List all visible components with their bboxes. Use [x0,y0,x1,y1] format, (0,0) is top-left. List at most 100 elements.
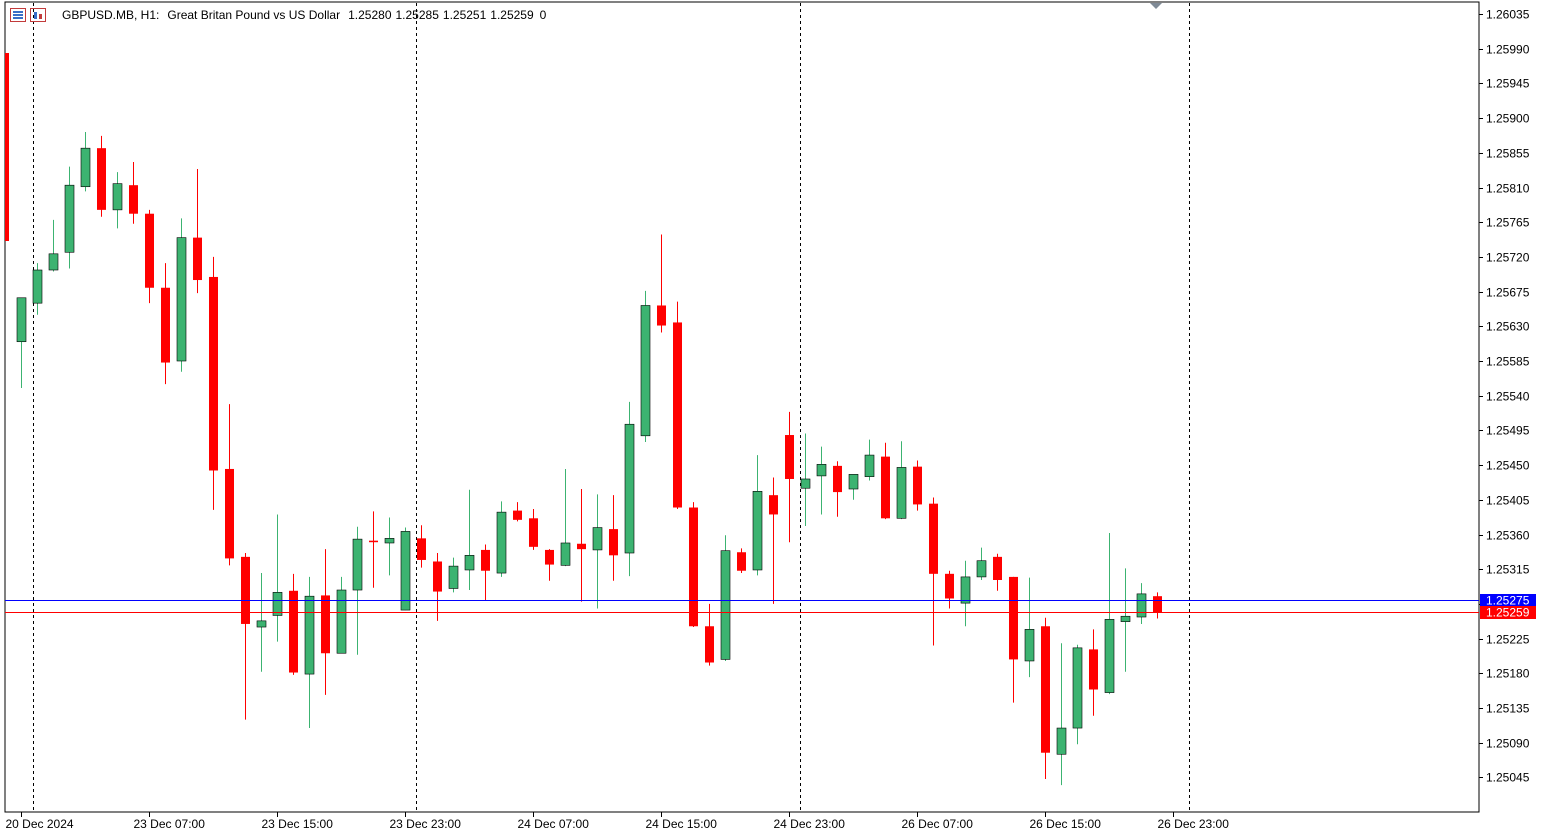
chart-menu-icon[interactable] [10,8,26,22]
price-tick-label: 1.25585 [1486,355,1530,369]
price-tick-label: 1.25855 [1486,147,1530,161]
low-value: 1.25251 [442,8,487,22]
candle-body [785,435,794,479]
bullish-candle [1056,643,1067,786]
high-value: 1.25285 [395,8,439,22]
bullish-candle [256,573,267,672]
candle-body [272,592,283,616]
candle-body [97,148,106,210]
price-tick-label: 1.25135 [1486,702,1530,716]
bullish-candle [384,517,395,576]
candle-body [129,185,138,214]
price-tick-label: 1.25990 [1486,43,1530,57]
bearish-candle [529,509,538,550]
chart-type-icon[interactable] [30,8,46,22]
time-tick-label: 26 Dec 23:00 [1158,817,1230,831]
bearish-candle [433,553,442,621]
candle-body [1136,593,1147,618]
time-axis[interactable]: 20 Dec 2024 23 Dec 07:00 23 Dec 15:00 23 De… [6,812,1230,831]
bearish-candle [673,301,682,510]
bullish-candle [80,131,91,192]
bearish-candle [241,553,250,720]
bearish-candle [1153,592,1162,619]
candle-body [640,305,651,437]
price-tick-label: 1.26035 [1486,8,1530,22]
candle-body [720,550,731,660]
bearish-candle [1089,629,1098,716]
candle-body [32,269,43,304]
bullish-candle [848,474,859,500]
plot-area[interactable] [4,1,1480,813]
candle-body [960,576,971,604]
bearish-candle [145,209,154,304]
bullish-candle [112,172,123,229]
chart-shift-icon[interactable] [1150,3,1162,9]
price-tick-label: 1.25090 [1486,737,1530,751]
candle-body [321,595,330,654]
bullish-candle [304,576,315,729]
bearish-candle [289,573,298,675]
candle-body [560,542,571,566]
bearish-candle [657,234,666,333]
time-tick-label: 26 Dec 15:00 [1030,817,1102,831]
volume-value: 0 [539,8,547,22]
bearish-candle [929,497,938,646]
price-lines [5,600,1479,613]
candle-body [816,464,827,477]
bullish-candle [176,218,187,372]
bullish-candle [976,547,987,580]
price-axis[interactable]: 1.26035 1.25990 1.25945 1.25900 1.25855 1.258… [1479,8,1536,785]
bearish-candle [369,511,378,588]
candle-body [833,465,842,493]
bid-label-text: 1.25259 [1486,606,1530,620]
bearish-candle [97,135,106,217]
bearish-candle [913,460,922,511]
bullish-candle [592,494,603,609]
candle-body [1041,626,1050,753]
bearish-candle [577,489,586,602]
bearish-candle [1041,617,1050,779]
price-tick-label: 1.25495 [1486,424,1530,438]
candle-body [256,620,267,628]
bullish-candle [32,263,43,315]
bearish-candle [545,549,554,581]
price-tick-label: 1.25675 [1486,286,1530,300]
candle-body [352,538,363,591]
candle-body [913,466,922,505]
bullish-candle [1104,532,1115,695]
price-tick-label: 1.25945 [1486,77,1530,91]
bearish-candle [737,548,746,574]
candle-body [481,549,490,571]
bearish-candle [481,544,490,601]
bullish-candle [272,514,283,642]
bearish-candle [161,263,170,385]
candle-body [161,287,170,363]
bearish-candle [993,553,1002,591]
candle-body [80,147,91,188]
candle-body [496,511,507,574]
bullish-candle [800,433,811,527]
bearish-candle [225,404,234,566]
ask-price-label: 1.25275 [1480,594,1536,608]
bullish-candle [1072,644,1083,745]
bearish-candle [609,495,618,581]
time-tick-label: 26 Dec 07:00 [902,817,974,831]
bullish-candle [64,166,75,269]
candle-body [737,552,746,571]
candle-body [624,423,635,554]
candle-body [929,503,938,574]
bullish-candle [720,535,731,661]
price-tick-label: 1.25630 [1486,320,1530,334]
symbol-description: Great Britan Pound vs US Dollar [167,8,341,22]
bullish-candle [1120,568,1131,672]
bullish-candle [336,576,347,654]
price-tick-label: 1.25315 [1486,563,1530,577]
price-tick-label: 1.25450 [1486,459,1530,473]
bearish-candle [193,168,202,294]
bullish-candle [352,526,363,655]
candle-body [112,183,123,211]
candle-body [241,556,250,624]
bullish-candle [960,560,971,627]
